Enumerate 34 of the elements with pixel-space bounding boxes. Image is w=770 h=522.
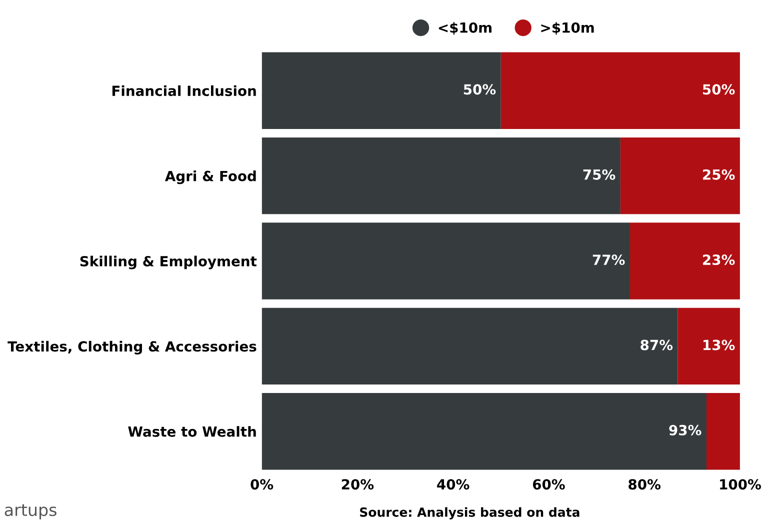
text: artups [4, 504, 56, 520]
bar [500, 52, 740, 129]
data-label: 75% [583, 169, 616, 180]
bar [630, 222, 740, 300]
legend-label: <$10m [438, 22, 492, 35]
x-tick-label: 80% [628, 479, 661, 490]
data-label: 50% [464, 84, 496, 95]
y-tick-label: Waste to Wealth [128, 426, 256, 437]
source-note: Source: Analysis based on data [360, 507, 580, 520]
data-label: 93% [669, 424, 702, 436]
data-label: 13% [704, 340, 735, 350]
y-tick-label: Agri & Food [164, 170, 256, 184]
x-tick-label: 100% [720, 479, 761, 490]
data-label: 87% [640, 340, 673, 350]
bar [262, 52, 501, 129]
y-tick-label: Textiles, Clothing & Accessories [8, 340, 256, 354]
bar [620, 137, 740, 214]
y-tick-label: Skilling & Employment [80, 256, 257, 270]
bar [262, 308, 678, 385]
bar [262, 137, 620, 214]
data-label: 50% [703, 84, 735, 95]
x-tick-label: 0% [250, 479, 274, 490]
x-tick-label: 40% [437, 479, 470, 490]
bar [262, 393, 706, 470]
legend-label: >$10m [541, 22, 594, 35]
data-label: 25% [703, 169, 735, 180]
bar [706, 393, 740, 470]
x-tick-label: 20% [342, 479, 374, 490]
bar [678, 308, 740, 385]
data-label: 77% [592, 254, 625, 266]
data-label: 23% [703, 254, 735, 266]
bar [262, 222, 630, 300]
y-tick-label: Financial Inclusion [112, 85, 256, 96]
x-tick-label: 60% [532, 479, 565, 490]
